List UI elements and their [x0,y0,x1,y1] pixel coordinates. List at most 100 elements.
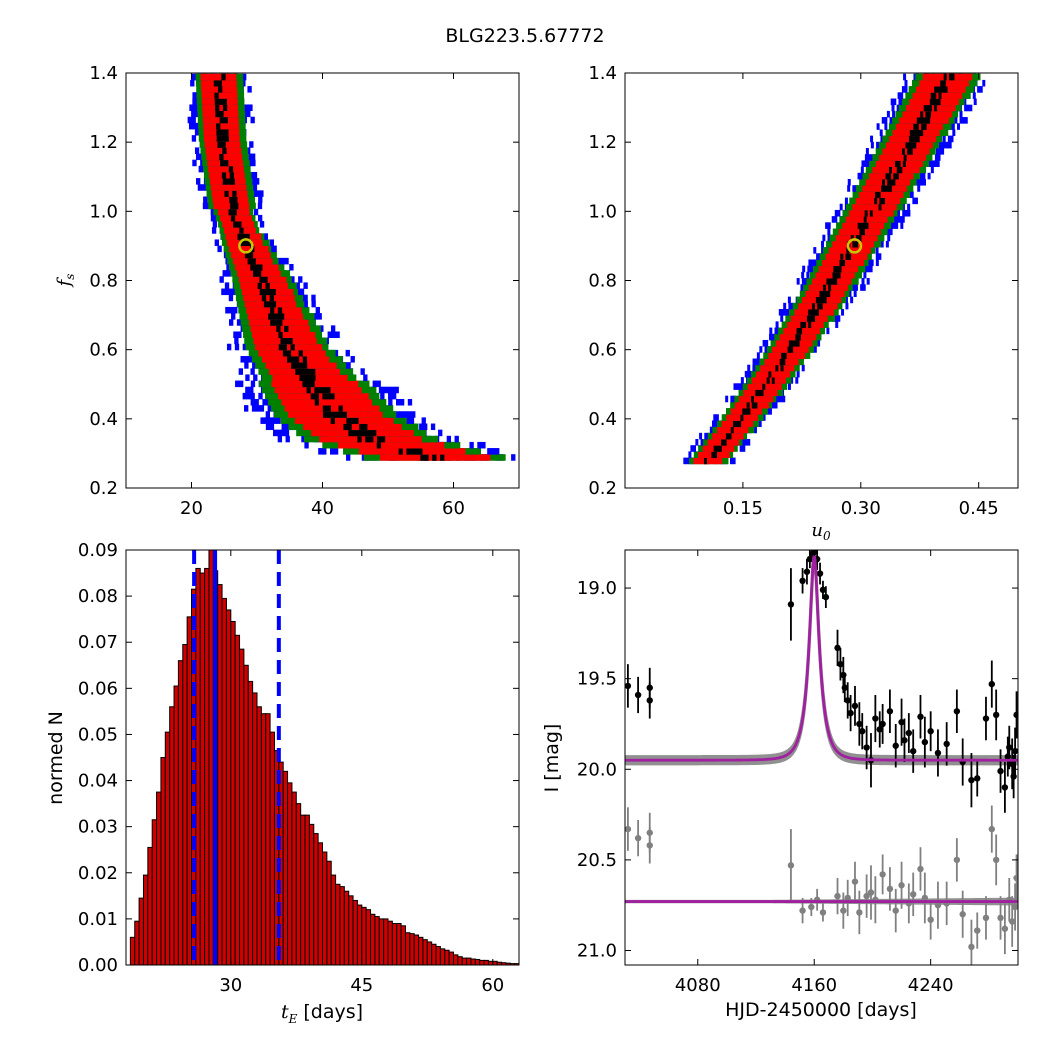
heat-cell [693,445,697,452]
heat-cell [847,284,851,291]
heat-cell [327,368,333,375]
heat-cell [835,253,839,260]
heat-cell [225,208,230,216]
heat-cell [317,343,323,351]
heat-cell [272,392,278,400]
heat-cell [296,319,301,326]
heat-cell [257,214,263,222]
heat-cell [381,417,386,424]
heat-cell [202,159,207,167]
heat-cell [792,370,796,378]
heat-cell [803,315,807,322]
heat-cell [746,377,750,384]
heat-cell [247,214,252,222]
heat-cell [330,435,336,443]
heat-cell [269,294,274,302]
heat-cell [816,315,820,322]
heat-cell [374,411,379,418]
heat-cell [801,327,805,335]
heat-cell [255,294,260,302]
heat-cell [263,362,268,369]
heat-cell [251,202,256,210]
heat-cell [815,333,819,341]
heat-cell [202,116,208,124]
heat-cell [441,448,446,455]
heat-cell [205,86,210,93]
heat-cell [238,184,243,191]
heat-cell [716,457,720,465]
heat-cell [217,147,222,154]
heat-cell [363,423,368,431]
heat-cell [362,448,368,455]
heat-cell [302,386,307,394]
heat-cell [281,356,286,363]
heat-cell [425,435,431,443]
heat-cell [756,370,760,378]
heat-cell [216,165,221,173]
heat-cell [214,153,219,161]
heat-cell [707,439,711,446]
heat-cell [239,147,245,154]
heat-cell [429,435,435,443]
heat-cell [240,104,245,111]
heat-cell [874,234,878,242]
heat-cell [211,190,216,197]
heat-cell [811,259,815,267]
heat-cell [314,337,320,345]
heat-cell [250,380,256,388]
heat-cell [338,435,344,443]
heat-cell [815,265,819,273]
heat-cell [771,333,775,341]
heat-cell [768,352,772,359]
heat-cell [409,417,415,424]
heat-cell [206,110,211,118]
heat-cell [353,380,359,388]
heat-cell [844,296,848,304]
heat-cell [845,234,849,242]
heat-cell [254,251,259,259]
heat-cell [853,216,857,223]
heat-cell [338,380,343,388]
heat-cell [273,362,278,369]
heat-cell [744,439,748,446]
heat-cell [224,159,229,167]
heat-cell [287,411,293,418]
heat-cell [280,337,285,345]
heat-cell [287,276,292,283]
heat-cell [201,184,207,191]
heat-cell [204,79,210,87]
heat-cell [280,300,285,308]
heat-cell [769,389,773,397]
heat-cell [268,257,273,265]
heat-cell [261,294,267,302]
heat-cell [195,110,200,118]
heat-cell [261,374,266,381]
heat-cell [764,389,768,397]
heat-cell [780,327,784,335]
heat-cell [865,259,869,267]
heat-cell [239,190,244,197]
heat-cell [370,448,376,455]
heat-cell [316,368,321,375]
heat-cell [335,405,341,412]
heat-cell [234,159,240,167]
heat-cell [384,411,389,418]
heat-cell [326,441,331,449]
heat-cell [861,253,865,260]
heat-cell [303,282,308,289]
heat-cell [285,288,290,296]
heat-cell [877,228,881,236]
heat-cell [855,278,859,285]
heat-cell [314,417,319,424]
heat-cell [346,411,352,418]
heat-cell [238,73,244,81]
heat-cell [231,129,236,136]
heat-cell [747,383,751,390]
heat-cell [240,202,246,210]
heat-cell [710,432,714,440]
heat-cell [824,290,828,298]
heat-cell [852,247,856,254]
heat-cell [234,202,239,210]
heat-cell [246,165,251,173]
heat-cell [297,356,302,363]
